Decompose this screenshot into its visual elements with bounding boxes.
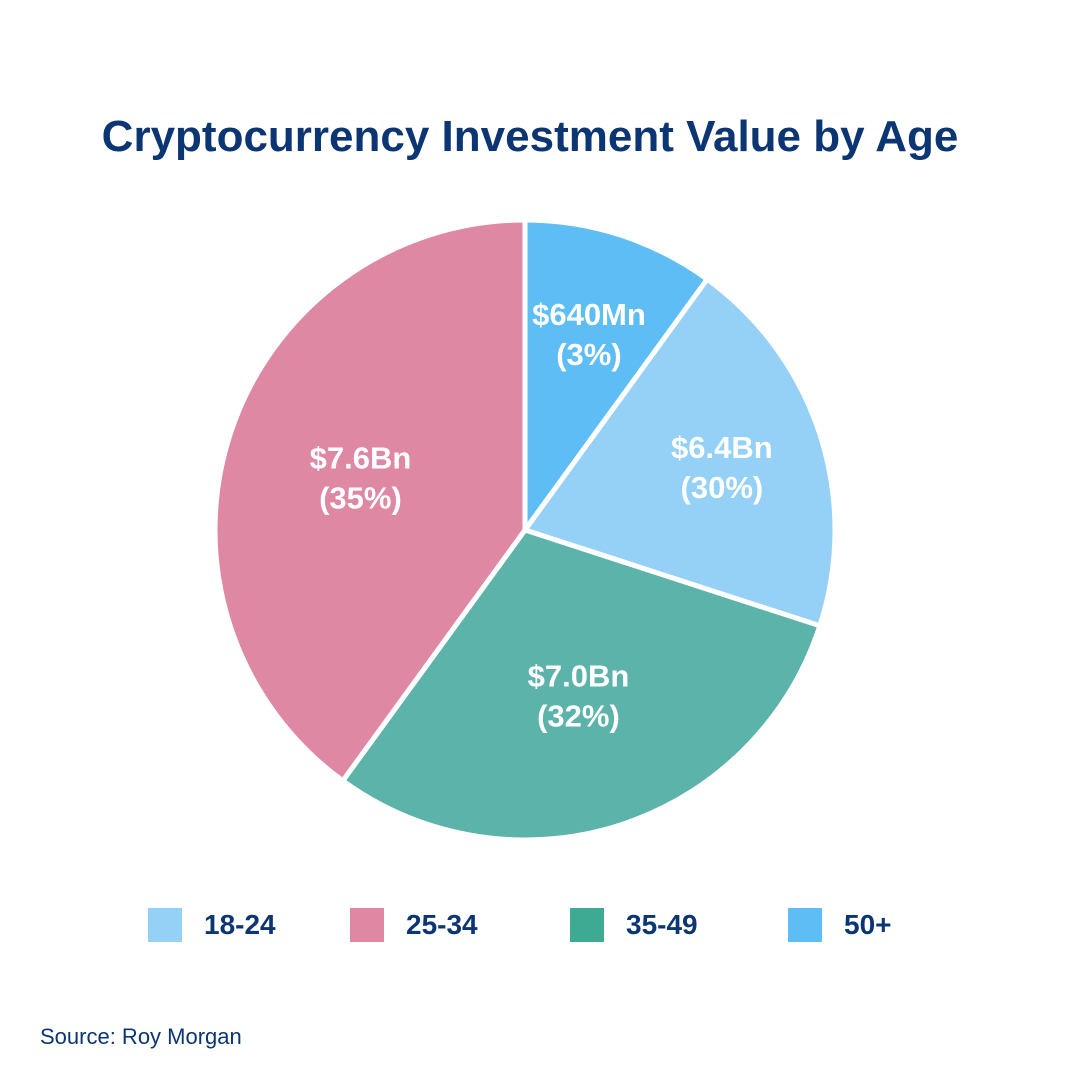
legend-item-50-plus: 50+ bbox=[788, 908, 892, 942]
source-note: Source: Roy Morgan bbox=[40, 1024, 242, 1049]
legend-label: 18-24 bbox=[204, 909, 276, 940]
slice-percent-label: (32%) bbox=[537, 699, 620, 734]
pie-slice-35-49 bbox=[339, 527, 823, 843]
legend-label: 50+ bbox=[844, 909, 892, 940]
slice-percent-label: (3%) bbox=[556, 337, 621, 372]
pie-slice-25-34 bbox=[212, 217, 528, 785]
legend-swatch bbox=[570, 908, 604, 942]
slice-value-label: $7.0Bn bbox=[528, 659, 630, 694]
slice-percent-label: (30%) bbox=[681, 470, 764, 505]
pie-slice-18-24 bbox=[520, 275, 838, 629]
pie-slice-50-plus bbox=[522, 217, 711, 538]
legend: 18-24 25-34 35-49 50+ bbox=[148, 908, 948, 944]
slice-value-label: $640Mn bbox=[532, 297, 646, 332]
legend-label: 25-34 bbox=[406, 909, 478, 940]
legend-swatch bbox=[148, 908, 182, 942]
legend-item-35-49: 35-49 bbox=[570, 908, 698, 942]
legend-item-25-34: 25-34 bbox=[350, 908, 478, 942]
slice-value-label: $6.4Bn bbox=[671, 430, 773, 465]
slice-value-label: $7.6Bn bbox=[310, 441, 412, 476]
legend-swatch bbox=[788, 908, 822, 942]
slice-percent-label: (35%) bbox=[319, 481, 402, 516]
legend-item-18-24: 18-24 bbox=[148, 908, 276, 942]
chart-title: Cryptocurrency Investment Value by Age bbox=[101, 112, 959, 161]
legend-label: 35-49 bbox=[626, 909, 698, 940]
legend-swatch bbox=[350, 908, 384, 942]
